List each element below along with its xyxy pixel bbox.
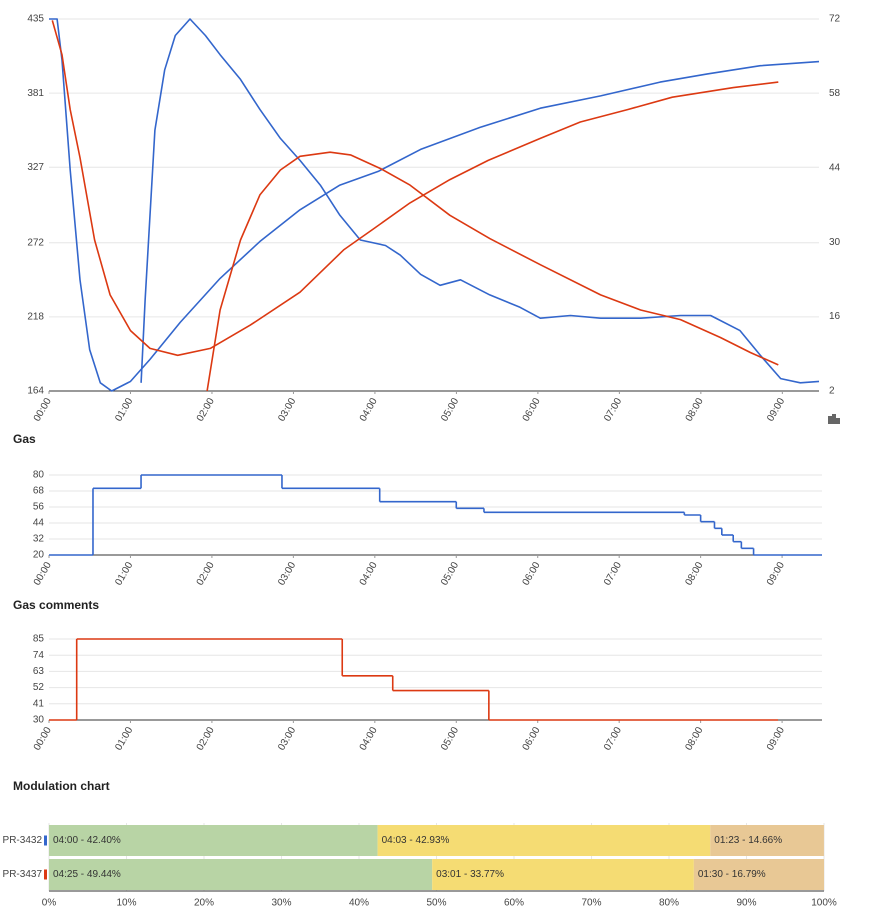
x-tick-label: 09:00 xyxy=(765,396,787,424)
y-tick-label: 327 xyxy=(27,162,44,173)
x-tick-label: 08:00 xyxy=(683,725,705,753)
x-tick-label: 07:00 xyxy=(602,560,624,588)
y-tick-label: 68 xyxy=(33,486,45,497)
y-tick-label: 56 xyxy=(33,502,45,513)
bar-segment xyxy=(377,825,711,856)
y-tick-label: 44 xyxy=(33,518,45,529)
export-icon[interactable] xyxy=(828,414,840,424)
y2-tick-label: 58 xyxy=(829,88,841,99)
x-tick-label: 70% xyxy=(581,898,601,909)
bar-segment xyxy=(693,859,824,890)
y-tick-label: PR-3432 xyxy=(3,835,43,846)
x-tick-label: 100% xyxy=(811,898,837,909)
y-tick-label: 80 xyxy=(33,470,45,481)
y-tick-label: 41 xyxy=(33,698,45,709)
x-tick-label: 80% xyxy=(659,898,679,909)
y2-tick-label: 30 xyxy=(829,237,841,248)
x-tick-label: 01:00 xyxy=(113,725,135,753)
bar-segment xyxy=(432,859,694,890)
x-tick-label: 20% xyxy=(194,898,214,909)
x-tick-label: 04:00 xyxy=(358,560,380,588)
x-tick-label: 06:00 xyxy=(521,396,543,424)
bar-segment xyxy=(49,859,433,890)
x-tick-label: 10% xyxy=(116,898,136,909)
x-tick-label: 01:00 xyxy=(113,560,135,588)
y-tick-label: 32 xyxy=(33,534,45,545)
bar-segment xyxy=(49,825,378,856)
value-label: 04:03 - 42.93% xyxy=(382,835,450,846)
x-tick-label: 03:00 xyxy=(276,560,298,588)
x-tick-label: 03:00 xyxy=(276,725,298,753)
legend-swatch xyxy=(44,869,47,880)
x-tick-label: 03:00 xyxy=(276,396,298,424)
line-series xyxy=(140,18,820,384)
x-tick-label: 60% xyxy=(504,898,524,909)
value-label: 04:25 - 49.44% xyxy=(53,869,121,880)
x-tick-label: 40% xyxy=(349,898,369,909)
line-series xyxy=(51,20,779,357)
x-tick-label: 00:00 xyxy=(32,560,54,588)
bar-segment xyxy=(710,825,824,856)
y-tick-label: 381 xyxy=(27,88,44,99)
chart-title: Gas comments xyxy=(13,598,99,612)
y-tick-label: 20 xyxy=(33,550,45,561)
x-tick-label: 50% xyxy=(426,898,446,909)
chart-title: Modulation chart xyxy=(13,779,110,793)
x-tick-label: 09:00 xyxy=(765,725,787,753)
y-tick-label: 74 xyxy=(33,650,45,661)
x-tick-label: 02:00 xyxy=(195,396,217,424)
x-tick-label: 08:00 xyxy=(684,396,706,424)
y-tick-label: PR-3437 xyxy=(3,869,43,880)
x-tick-label: 07:00 xyxy=(602,725,624,753)
x-tick-label: 04:00 xyxy=(358,396,380,424)
value-label: 03:01 - 33.77% xyxy=(436,869,504,880)
x-tick-label: 30% xyxy=(271,898,291,909)
value-label: 01:23 - 14.66% xyxy=(714,835,782,846)
x-tick-label: 00:00 xyxy=(32,725,54,753)
x-tick-label: 05:00 xyxy=(439,396,461,424)
y-tick-label: 435 xyxy=(27,14,44,25)
y-tick-label: 63 xyxy=(33,666,45,677)
x-tick-label: 02:00 xyxy=(195,725,217,753)
y-tick-label: 30 xyxy=(33,715,45,726)
x-tick-label: 00:00 xyxy=(32,396,54,424)
y2-tick-label: 44 xyxy=(829,162,841,173)
x-tick-label: 09:00 xyxy=(765,560,787,588)
value-label: 04:00 - 42.40% xyxy=(53,835,121,846)
y-tick-label: 52 xyxy=(33,682,45,693)
x-tick-label: 06:00 xyxy=(521,725,543,753)
line-series xyxy=(206,151,779,392)
y2-tick-label: 2 xyxy=(829,386,835,397)
chart-title: Gas xyxy=(13,432,36,446)
y-tick-label: 164 xyxy=(27,386,44,397)
x-tick-label: 04:00 xyxy=(358,725,380,753)
x-tick-label: 01:00 xyxy=(113,396,135,424)
y-tick-label: 218 xyxy=(27,312,44,323)
x-tick-label: 06:00 xyxy=(521,560,543,588)
y2-tick-label: 72 xyxy=(829,14,841,25)
y-tick-label: 272 xyxy=(27,237,44,248)
x-tick-label: 0% xyxy=(42,898,57,909)
x-tick-label: 08:00 xyxy=(683,560,705,588)
x-tick-label: 90% xyxy=(736,898,756,909)
y-tick-label: 85 xyxy=(33,634,45,645)
x-tick-label: 02:00 xyxy=(195,560,217,588)
x-tick-label: 05:00 xyxy=(439,725,461,753)
line-series xyxy=(49,18,820,392)
x-tick-label: 07:00 xyxy=(602,396,624,424)
value-label: 01:30 - 16.79% xyxy=(698,869,766,880)
x-tick-label: 05:00 xyxy=(439,560,461,588)
y2-tick-label: 16 xyxy=(829,311,841,322)
legend-swatch xyxy=(44,835,47,846)
